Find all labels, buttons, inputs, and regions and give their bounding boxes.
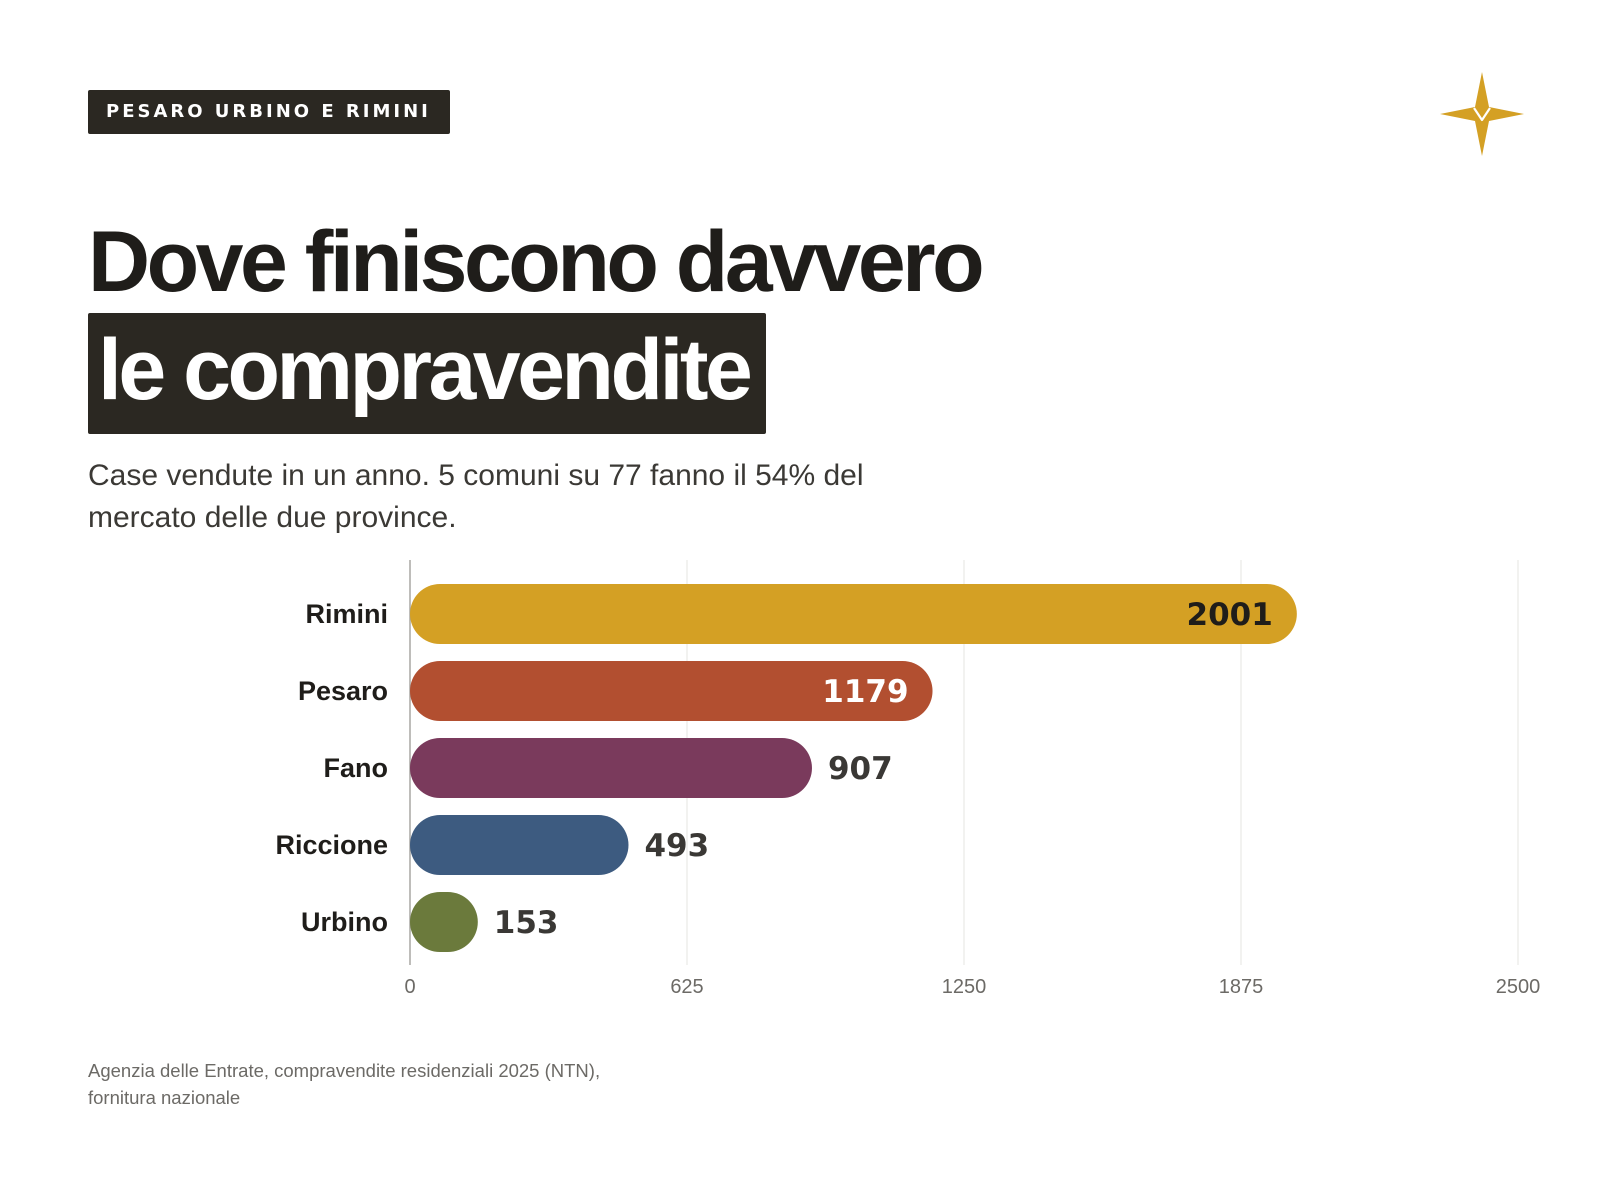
- bar: [410, 815, 629, 875]
- x-tick-label: 1875: [1219, 976, 1264, 998]
- source-line-2: fornitura nazionale: [88, 1087, 241, 1108]
- x-tick-label: 1250: [942, 976, 987, 998]
- category-label: Fano: [324, 753, 389, 783]
- source-line-1: Agenzia delle Entrate, compravendite res…: [88, 1060, 601, 1081]
- bar: [410, 661, 933, 721]
- bar: [410, 584, 1297, 644]
- category-label: Pesaro: [298, 676, 388, 706]
- data-label: 2001: [1187, 597, 1273, 633]
- subtitle: Case vendute in un anno. 5 comuni su 77 …: [88, 459, 864, 534]
- category-label: Rimini: [305, 599, 388, 629]
- category-label: Riccione: [275, 830, 388, 860]
- data-label: 907: [828, 751, 893, 787]
- x-tick-label: 0: [404, 976, 415, 998]
- data-label: 493: [644, 828, 709, 864]
- bar: [410, 892, 478, 952]
- region-tag: PESARO URBINO E RIMINI: [88, 90, 450, 134]
- star-logo-icon: [1440, 72, 1524, 156]
- data-label: 1179: [822, 674, 908, 710]
- x-tick-label: 625: [670, 976, 703, 998]
- page-title-line-1: Dove finiscono davvero: [88, 214, 985, 310]
- bar: [410, 738, 812, 798]
- source-note: Agenzia delle Entrate, compravendite res…: [88, 1057, 788, 1111]
- x-tick-label: 2500: [1496, 976, 1541, 998]
- title-highlight-box: [88, 313, 766, 434]
- data-label: 153: [494, 905, 559, 941]
- category-label: Urbino: [301, 907, 388, 937]
- bar-chart: 0 625 1250 1875 2500 Rimini 2001 Pesaro 1179 Fano…: [275, 560, 1541, 998]
- page-title-line-2: le compravendite: [98, 322, 753, 418]
